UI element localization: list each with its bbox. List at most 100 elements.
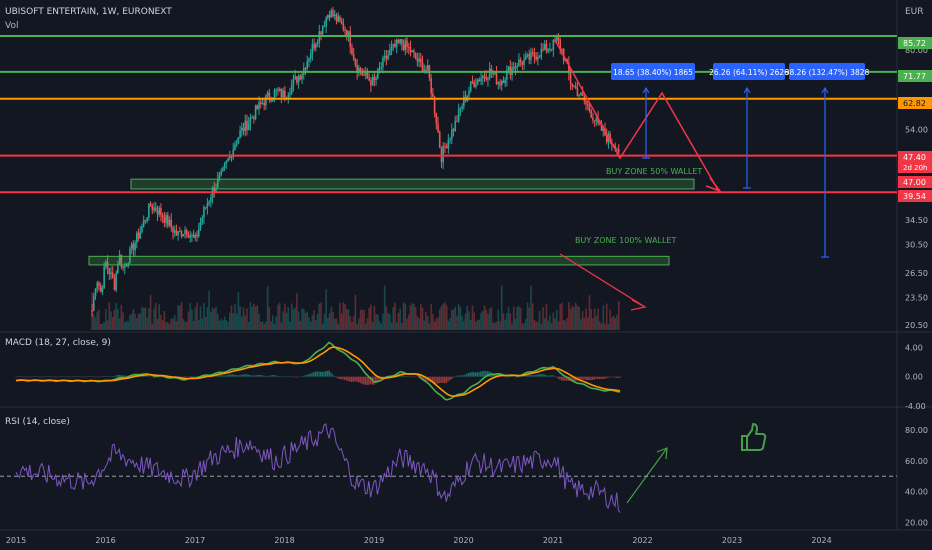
candle-body xyxy=(588,105,591,111)
candle-body xyxy=(244,120,247,132)
macd-histogram-bar xyxy=(414,376,417,378)
volume-bar xyxy=(562,319,565,330)
candle-body xyxy=(359,67,362,72)
volume-bar xyxy=(471,305,474,330)
candle-body xyxy=(469,81,472,91)
macd-histogram-bar xyxy=(84,376,86,378)
macd-histogram-bar xyxy=(223,375,225,377)
candle-body xyxy=(103,266,105,289)
macd-histogram-bar xyxy=(326,370,329,377)
price-tick-label: 26.50 xyxy=(905,269,928,278)
candle-body xyxy=(413,50,415,53)
volume-bar xyxy=(108,302,111,330)
macd-histogram-bar xyxy=(502,376,504,377)
candle-body xyxy=(485,76,488,80)
buy-zones[interactable]: BUY ZONE 50% WALLET BUY ZONE 100% WALLET xyxy=(88,167,702,266)
candle-body xyxy=(148,203,150,218)
macd-histogram-bar xyxy=(34,376,36,377)
price-tag-box xyxy=(898,70,932,82)
candle-body xyxy=(168,220,171,226)
volume-bar xyxy=(290,303,293,330)
candle-body xyxy=(518,59,520,67)
candle-body xyxy=(308,58,310,62)
volume-bar xyxy=(569,308,572,330)
macd-histogram-bar xyxy=(560,376,563,381)
volume-bar xyxy=(368,307,370,330)
candle-body xyxy=(364,72,367,76)
drawings[interactable]: 18.65 (38.40%) 1865 26.26 (64.11%) 262638… xyxy=(554,39,869,504)
volume-bar xyxy=(485,309,488,330)
candle-body xyxy=(530,52,532,60)
macd-histogram-bar xyxy=(364,376,367,385)
candle-body xyxy=(366,72,369,79)
volume-bar xyxy=(387,312,389,330)
volume-bar xyxy=(304,312,307,330)
macd-histogram-bar xyxy=(30,376,33,378)
macd-histogram-bar xyxy=(512,376,515,377)
volume-bar xyxy=(110,311,112,330)
buy-zone-box[interactable] xyxy=(88,255,670,266)
projection-label-box[interactable] xyxy=(713,63,785,80)
candle-body xyxy=(533,52,536,57)
macd-histogram-bar xyxy=(449,376,451,381)
volume-bar xyxy=(218,320,221,330)
macd-histogram-bar xyxy=(288,376,291,377)
candle-body xyxy=(299,76,302,80)
candle-body xyxy=(321,26,324,35)
candle-body xyxy=(184,230,186,235)
price-tick-label: 34.50 xyxy=(905,216,928,225)
candle-body xyxy=(378,68,381,70)
candle-body xyxy=(125,265,128,267)
macd-histogram-bar xyxy=(273,375,275,377)
candle-body xyxy=(480,78,482,82)
candle-body xyxy=(165,214,167,223)
projection-path-line[interactable] xyxy=(554,39,719,191)
macd-histogram-bar xyxy=(345,376,348,381)
projection-label-box[interactable] xyxy=(789,63,865,80)
macd-histogram-bar xyxy=(271,375,274,377)
macd-histogram-bar xyxy=(94,376,96,378)
candle-body xyxy=(172,227,174,233)
candle-body xyxy=(406,40,408,47)
candle-body xyxy=(201,217,204,223)
candle-body xyxy=(595,117,598,121)
macd-histogram-bar xyxy=(554,376,556,377)
volume-bar xyxy=(580,319,582,330)
volume-bar xyxy=(528,307,531,330)
candle-body xyxy=(142,220,145,227)
macd-histogram-bar xyxy=(44,376,46,378)
candle-body xyxy=(495,72,498,84)
macd-histogram-bar xyxy=(182,376,184,379)
volume-bar xyxy=(442,303,444,330)
macd-histogram-bar xyxy=(314,371,317,377)
buy-zone-box[interactable] xyxy=(130,178,695,190)
candle-body xyxy=(574,86,577,89)
projection-label-box[interactable] xyxy=(611,63,695,80)
volume-bar xyxy=(309,321,312,330)
volume-bar xyxy=(244,315,247,330)
candle-body xyxy=(552,39,555,50)
trend-arrow-line[interactable] xyxy=(559,253,646,308)
volume-bar xyxy=(192,321,195,330)
macd-histogram-bar xyxy=(328,370,330,377)
macd-histogram-bar xyxy=(598,376,601,379)
candle-body xyxy=(223,163,226,168)
macd-histogram-bar xyxy=(259,374,262,377)
volume-bar xyxy=(125,320,128,330)
volume-bar xyxy=(535,321,537,330)
candle-body xyxy=(438,131,441,149)
candle-body xyxy=(278,88,281,91)
macd-histogram-bar xyxy=(469,372,472,377)
volume-bar xyxy=(432,313,434,330)
volume-bar xyxy=(118,318,121,330)
macd-histogram-bar xyxy=(519,376,521,378)
macd-histogram-bar xyxy=(333,376,336,377)
arrow-up-icon xyxy=(821,86,829,94)
macd-histogram-bar xyxy=(73,376,76,377)
macd-tick-label: 4.00 xyxy=(905,343,923,352)
candle-body xyxy=(256,105,259,110)
horizontal-levels[interactable] xyxy=(0,34,897,194)
rsi-arrow-line[interactable] xyxy=(626,447,668,504)
volume-bar xyxy=(289,321,291,330)
